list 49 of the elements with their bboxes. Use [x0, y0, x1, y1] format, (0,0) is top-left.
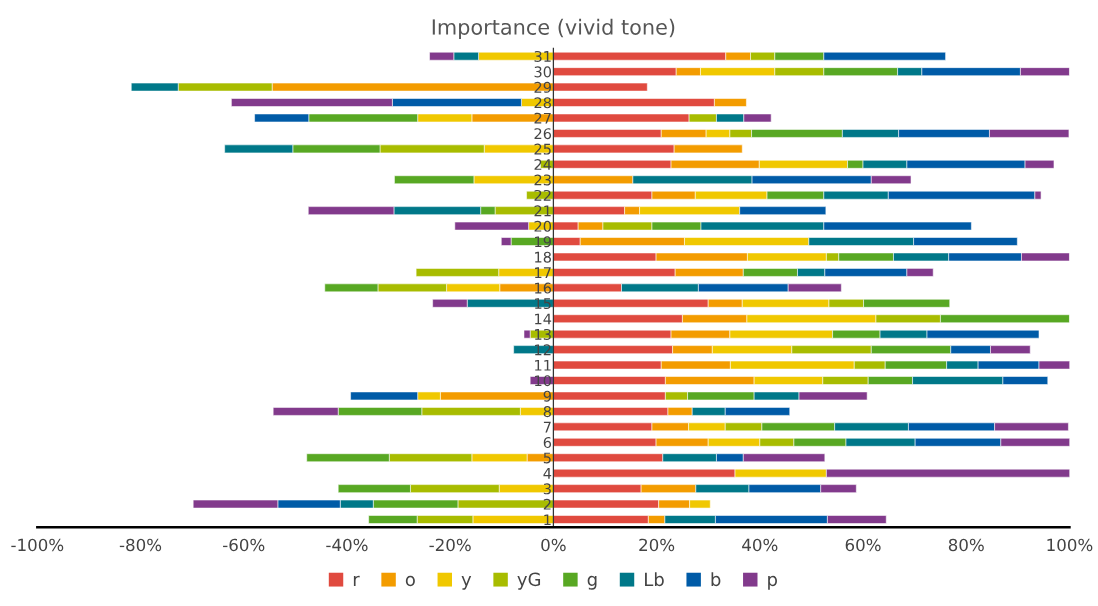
legend-label: p — [768, 575, 777, 590]
y-tick-label: 17 — [535, 267, 551, 278]
x-tick-label: -100% — [11, 538, 64, 552]
legend-label: r — [353, 575, 360, 586]
y-tick-label: 23 — [534, 174, 551, 186]
y-tick-label: 30 — [534, 66, 552, 78]
x-tick-label: 0% — [541, 538, 566, 552]
x-tick-label: -60% — [223, 538, 265, 552]
chart-title: Importance (vivid tone) — [432, 18, 675, 39]
y-tick-label: 19 — [535, 236, 551, 248]
y-tick-label: 5 — [543, 452, 551, 464]
legend-label: b — [711, 572, 721, 587]
y-tick-label: 2 — [543, 498, 551, 510]
legend-label: o — [405, 575, 415, 587]
y-tick-label: 10 — [535, 375, 552, 387]
legend-label: y — [461, 576, 472, 590]
y-tick-label: 12 — [535, 344, 551, 356]
x-tick-label: -20% — [429, 538, 471, 552]
y-tick-label: 6 — [543, 437, 552, 449]
y-tick-label: 26 — [534, 128, 552, 140]
legend-label: yG — [517, 572, 541, 590]
y-tick-label: 29 — [534, 81, 551, 93]
y-tick-label: 7 — [543, 421, 551, 433]
y-tick-label: 3 — [543, 483, 551, 495]
legend-label: Lb — [645, 572, 664, 587]
y-tick-label: 13 — [535, 328, 551, 340]
y-tick-label: 20 — [534, 220, 552, 232]
y-tick-label: 22 — [534, 189, 551, 201]
x-tick-label: 40% — [742, 538, 778, 552]
y-tick-label: 15 — [535, 298, 551, 310]
x-tick-label: 20% — [639, 538, 675, 552]
x-tick-label: -40% — [326, 538, 368, 552]
x-tick-label: -80% — [119, 538, 162, 552]
y-tick-label: 27 — [534, 112, 551, 124]
y-tick-label: 9 — [543, 390, 551, 402]
y-tick-label: 25 — [534, 143, 551, 155]
y-tick-label: 31 — [534, 50, 551, 62]
y-tick-label: 28 — [534, 97, 551, 109]
y-tick-label: 11 — [535, 359, 551, 371]
y-tick-label: 18 — [535, 251, 551, 263]
legend-label: g — [587, 575, 597, 590]
y-tick-label: 8 — [543, 406, 552, 418]
y-tick-label: 21 — [534, 205, 551, 217]
y-tick-label: 4 — [543, 468, 552, 479]
y-tick-label: 14 — [535, 313, 552, 325]
x-tick-label: 100% — [1047, 538, 1093, 552]
x-tick-label: 80% — [948, 538, 984, 552]
y-tick-label: 1 — [544, 514, 551, 526]
x-tick-label: 60% — [845, 538, 881, 552]
